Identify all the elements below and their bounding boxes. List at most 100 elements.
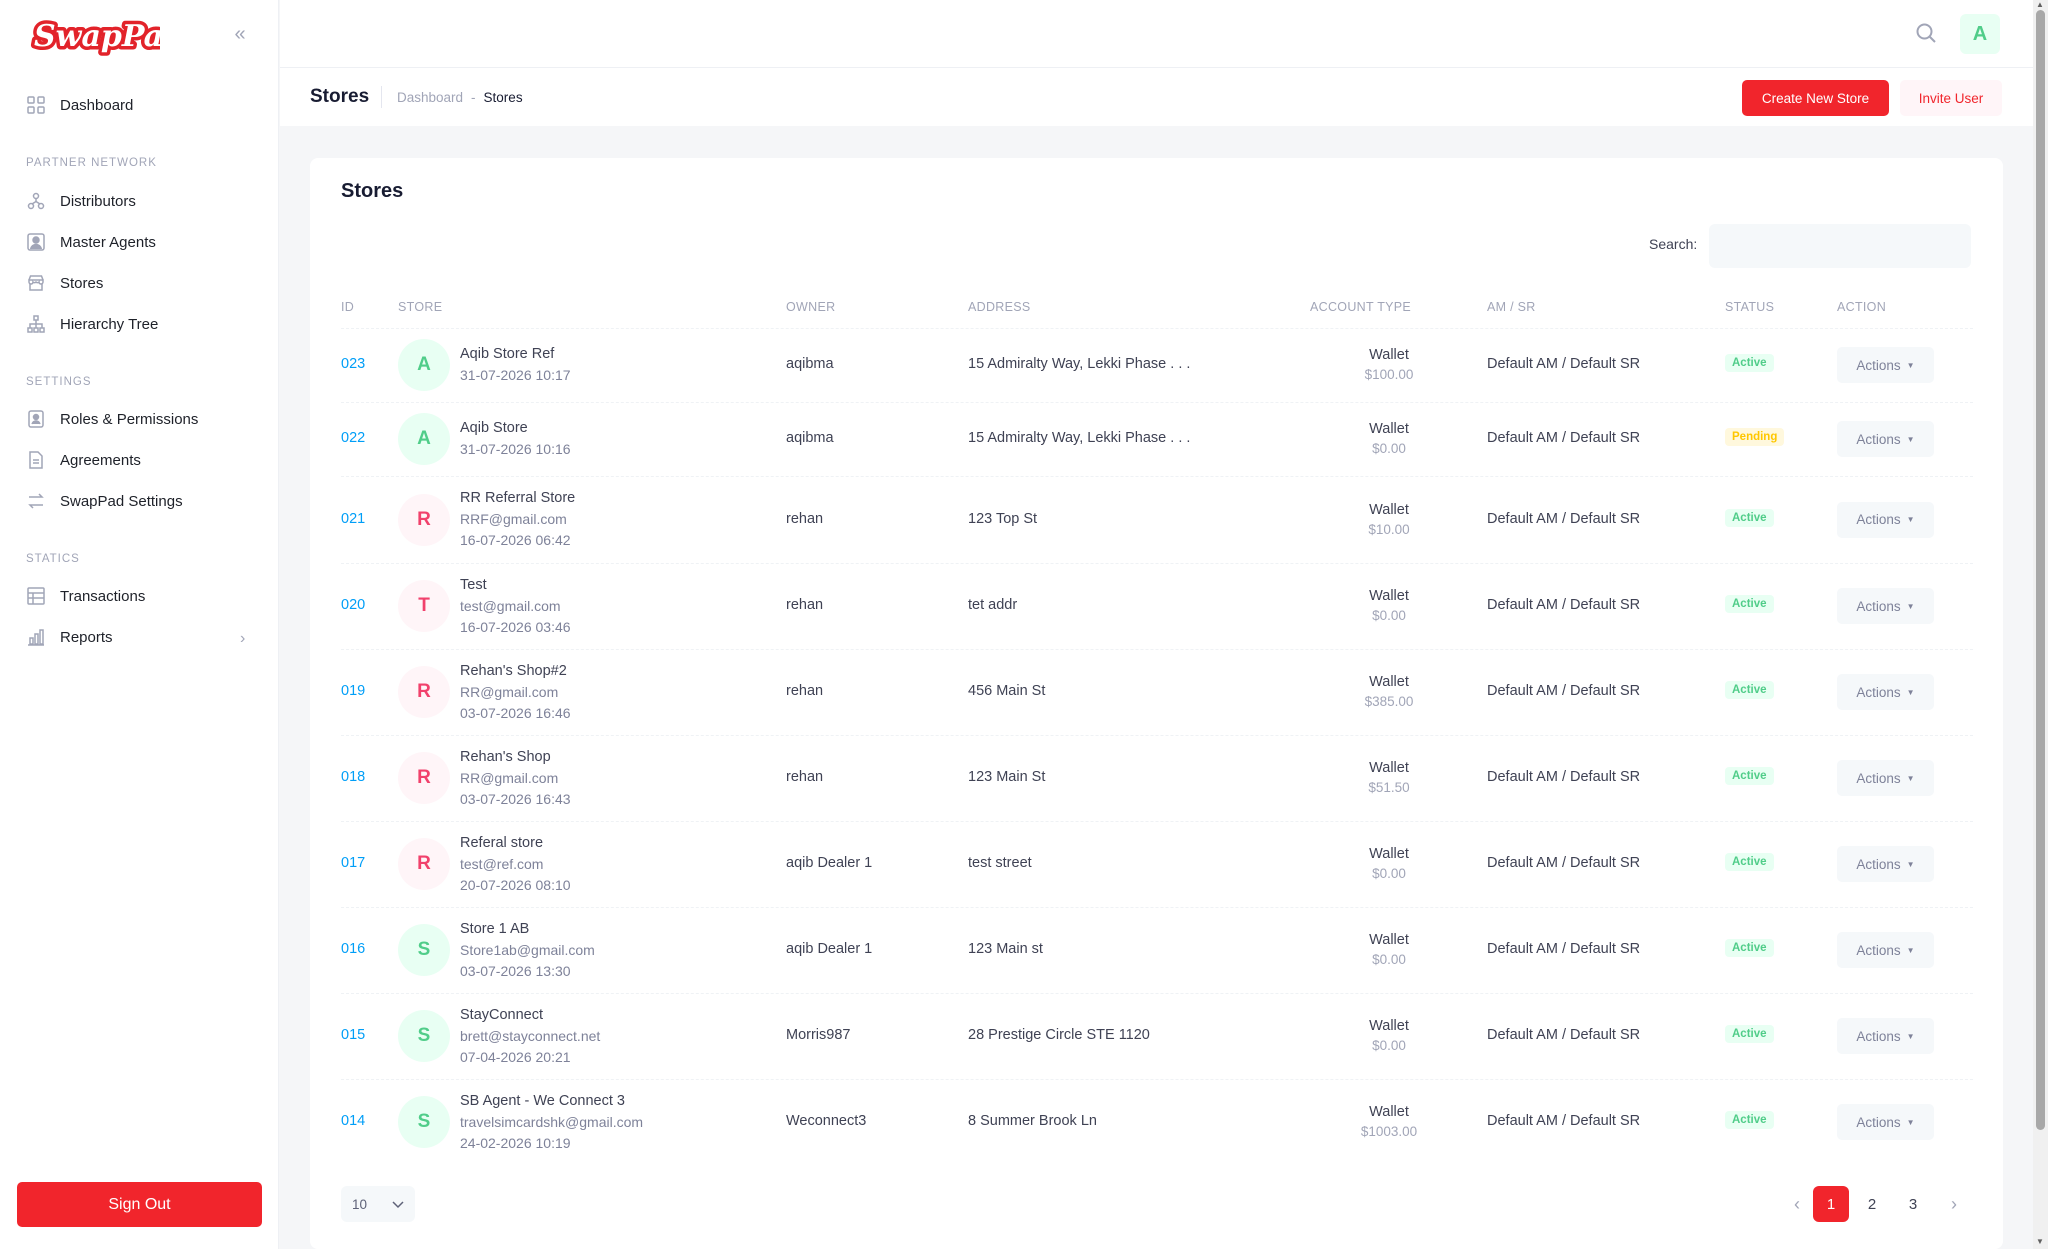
store-id-link[interactable]: 019 xyxy=(341,683,366,699)
sidebar-item-dashboard[interactable]: Dashboard xyxy=(26,89,133,121)
store-id-link[interactable]: 014 xyxy=(341,1113,366,1129)
table-row xyxy=(341,563,1973,649)
sidebar-item-stores[interactable]: Stores xyxy=(26,267,103,299)
store-id-link[interactable]: 015 xyxy=(341,1027,366,1043)
column-header-action[interactable]: ACTION xyxy=(1837,300,1887,314)
actions-label: Actions xyxy=(1856,431,1901,447)
actions-dropdown-button[interactable]: Actions ▼ xyxy=(1837,1104,1934,1140)
page-size-value: 10 xyxy=(352,1196,368,1212)
address-cell: 123 Top St xyxy=(968,510,1038,527)
store-date: 03-07-2026 16:46 xyxy=(460,704,571,721)
owner-cell: rehan xyxy=(786,683,824,699)
scrollbar[interactable]: ▲ ▼ xyxy=(2033,0,2048,1249)
column-header-store[interactable]: STORE xyxy=(398,300,443,314)
store-id-link[interactable]: 021 xyxy=(341,510,366,527)
actions-dropdown-button[interactable]: Actions ▼ xyxy=(1837,421,1934,457)
store-name[interactable]: Aqib Store Ref xyxy=(460,346,555,362)
store-id-link[interactable]: 023 xyxy=(341,356,366,372)
store-name[interactable]: Test xyxy=(460,576,487,593)
store-id-link[interactable]: 022 xyxy=(341,430,366,446)
actions-dropdown-button[interactable]: Actions ▼ xyxy=(1837,760,1934,796)
sidebar-item-label: Reports xyxy=(60,628,113,646)
store-name[interactable]: Rehan's Shop#2 xyxy=(460,662,567,679)
store-id-link[interactable]: 020 xyxy=(341,597,366,613)
store-name[interactable]: Referal store xyxy=(460,834,544,851)
sidebar-item-reports[interactable]: Reports xyxy=(26,621,113,653)
scroll-thumb[interactable] xyxy=(2036,10,2045,1130)
column-header-status[interactable]: STATUS xyxy=(1725,300,1775,314)
scroll-up-icon[interactable]: ▲ xyxy=(2036,0,2044,9)
pagination-next[interactable]: › xyxy=(1951,1193,1957,1214)
swappad-logo[interactable]: SwapPad SwapPad xyxy=(30,8,161,63)
caret-down-icon: ▼ xyxy=(1906,515,1915,524)
search-label: Search: xyxy=(1649,236,1698,252)
store-date: 03-07-2026 16:43 xyxy=(460,790,571,807)
actions-dropdown-button[interactable]: Actions ▼ xyxy=(1837,588,1934,624)
pagination-prev[interactable]: ‹ xyxy=(1794,1193,1800,1214)
store-name[interactable]: Aqib Store xyxy=(460,420,528,436)
table-row xyxy=(341,993,1973,1079)
store-name[interactable]: StayConnect xyxy=(460,1006,544,1023)
pagination-page-1[interactable]: 1 xyxy=(1813,1186,1849,1222)
scroll-down-icon[interactable]: ▼ xyxy=(2036,1237,2044,1246)
store-date: 07-04-2026 20:21 xyxy=(460,1048,571,1065)
actions-dropdown-button[interactable]: Actions ▼ xyxy=(1837,1018,1934,1054)
actions-dropdown-button[interactable]: Actions ▼ xyxy=(1837,501,1934,538)
column-header-account-type[interactable]: ACCOUNT TYPE xyxy=(1310,300,1412,314)
status-badge: Active xyxy=(1725,681,1774,699)
account-type: Wallet xyxy=(1369,421,1409,437)
pagination-page-2[interactable]: 2 xyxy=(1867,1195,1877,1213)
store-id-link[interactable]: 016 xyxy=(341,941,366,957)
store-date: 20-07-2026 08:10 xyxy=(460,876,571,893)
search-input[interactable] xyxy=(1709,224,1971,268)
account-type-cell: Wallet $0.00 xyxy=(1349,844,1429,884)
store-email: Store1ab@gmail.com xyxy=(460,941,595,958)
store-avatar: R xyxy=(398,493,450,546)
store-id-link[interactable]: 018 xyxy=(341,769,366,785)
sidebar-item-roles-permissions[interactable]: Roles & Permissions xyxy=(26,403,198,435)
actions-dropdown-button[interactable]: Actions ▼ xyxy=(1837,932,1934,968)
breadcrumb-dashboard[interactable]: Dashboard xyxy=(397,90,464,105)
am-sr-cell: Default AM / Default SR xyxy=(1487,1027,1641,1043)
invite-user-button[interactable]: Invite User xyxy=(1900,80,2002,116)
sidebar-item-distributors[interactable]: Distributors xyxy=(26,185,136,217)
column-header-am-sr[interactable]: AM / SR xyxy=(1487,300,1536,314)
actions-dropdown-button[interactable]: Actions ▼ xyxy=(1837,674,1934,710)
double-chevron-left-icon[interactable]: « xyxy=(234,23,246,45)
store-name[interactable]: Rehan's Shop xyxy=(460,748,551,765)
store-avatar: A xyxy=(398,339,450,391)
page-size-select[interactable]: 10 xyxy=(341,1186,415,1222)
sidebar-item-agreements[interactable]: Agreements xyxy=(26,444,141,476)
store-name[interactable]: RR Referral Store xyxy=(460,490,576,506)
account-type: Wallet xyxy=(1369,760,1409,776)
sidebar-item-swappad-settings[interactable]: SwapPad Settings xyxy=(26,485,183,517)
store-name[interactable]: Store 1 AB xyxy=(460,920,530,937)
account-type: Wallet xyxy=(1369,674,1409,690)
am-sr-cell: Default AM / Default SR xyxy=(1487,597,1641,613)
store-info: Aqib Store Ref 31-07-2026 10:17 xyxy=(460,344,571,386)
sidebar-item-hierarchy-tree[interactable]: Hierarchy Tree xyxy=(26,308,158,340)
actions-dropdown-button[interactable]: Actions ▼ xyxy=(1837,347,1934,383)
sidebar-item-master-agents[interactable]: Master Agents xyxy=(26,226,156,258)
column-header-id[interactable]: ID xyxy=(341,300,355,314)
account-type: Wallet xyxy=(1369,1104,1409,1120)
sidebar-item-transactions[interactable]: Transactions xyxy=(26,580,145,612)
chevron-right-icon[interactable]: › xyxy=(240,630,246,647)
caret-down-icon: ▼ xyxy=(1906,1031,1915,1041)
address-cell: test street xyxy=(968,855,1032,871)
ledger-icon xyxy=(26,586,46,606)
sign-out-button[interactable]: Sign Out xyxy=(17,1182,262,1227)
am-sr-cell: Default AM / Default SR xyxy=(1487,1113,1641,1129)
store-name[interactable]: SB Agent - We Connect 3 xyxy=(460,1092,625,1109)
create-new-store-button[interactable]: Create New Store xyxy=(1742,80,1889,116)
column-header-address[interactable]: ADDRESS xyxy=(968,300,1031,314)
network-icon xyxy=(26,191,46,211)
column-header-owner[interactable]: OWNER xyxy=(786,300,836,314)
account-type: Wallet xyxy=(1369,588,1409,604)
search-icon[interactable] xyxy=(1915,22,1937,49)
actions-dropdown-button[interactable]: Actions ▼ xyxy=(1837,846,1934,882)
store-info: StayConnect brett@stayconnect.net 07-04-20… xyxy=(460,1005,600,1068)
store-id-link[interactable]: 017 xyxy=(341,855,366,871)
pagination-page-3[interactable]: 3 xyxy=(1908,1195,1918,1213)
user-avatar[interactable]: A xyxy=(1960,14,2000,54)
